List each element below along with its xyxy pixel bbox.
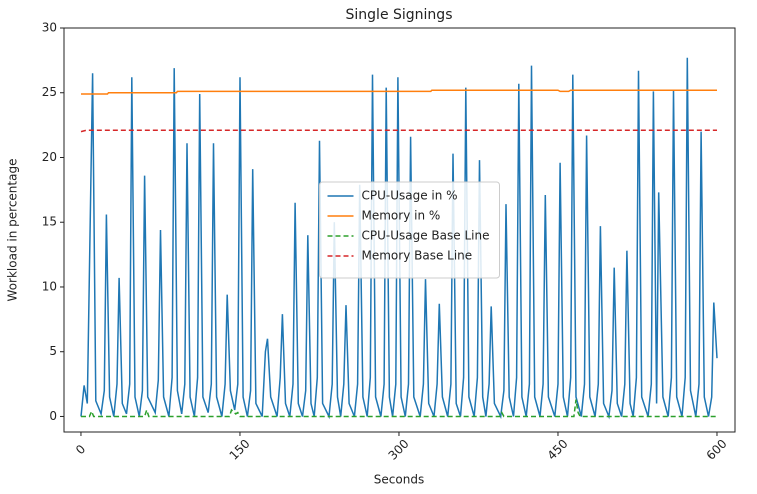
legend-label: Memory in % (362, 209, 441, 223)
line-series (80, 57, 718, 420)
chart-title: Single Signings (346, 7, 453, 23)
line-series (81, 89, 717, 95)
plot-frame (63, 27, 736, 433)
y-tick-label: 30 (42, 21, 57, 35)
x-axis-label: Seconds (374, 473, 424, 487)
legend-label: CPU-Usage in % (362, 189, 458, 203)
legend: CPU-Usage in % Memory in % CPU-Usage Base … (319, 181, 500, 279)
line-series (80, 129, 717, 133)
y-tick-label: 20 (42, 150, 57, 164)
x-tick-label: 0 (73, 442, 88, 457)
x-tick-label: 450 (545, 437, 571, 463)
y-tick-label: 10 (42, 279, 57, 293)
y-tick-label: 15 (42, 215, 57, 229)
line-series (81, 399, 717, 418)
legend-label: CPU-Usage Base Line (362, 229, 490, 243)
x-tick-label: 600 (704, 437, 730, 463)
legend-label: Memory Base Line (362, 249, 473, 263)
legend-box (319, 181, 500, 279)
y-axis-label: Workload in percentage (6, 159, 20, 302)
y-tick-label: 5 (49, 344, 57, 358)
x-tick-label: 150 (227, 437, 253, 463)
y-tick-label: 0 (49, 409, 57, 423)
y-tick-label: 25 (42, 85, 57, 99)
x-tick-label: 300 (386, 437, 412, 463)
